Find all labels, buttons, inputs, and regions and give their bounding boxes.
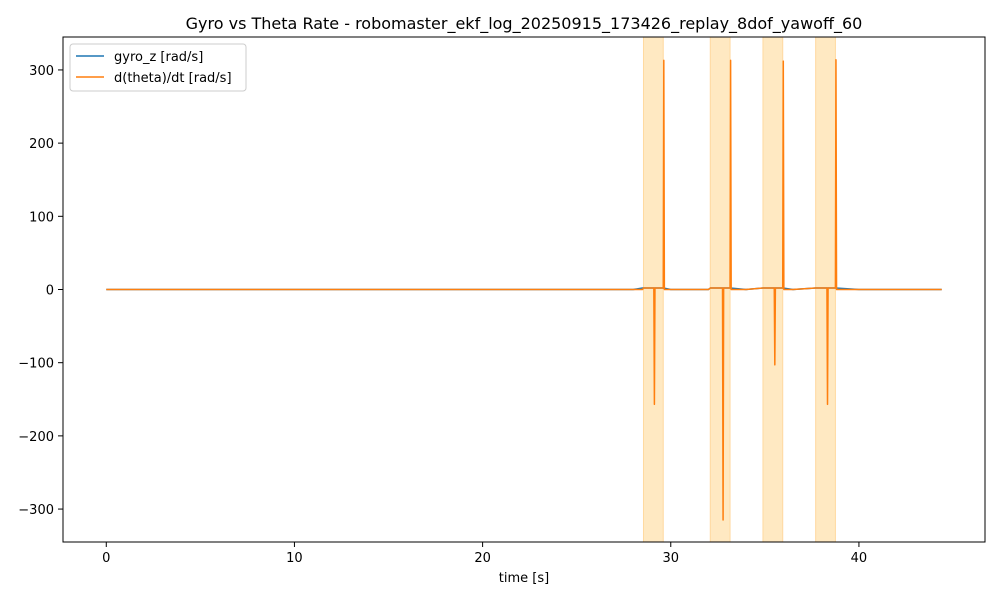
x-axis-ticks: 0 10 20 30 40 [102,542,867,566]
x-tick-label: 20 [474,551,491,566]
series-line-1 [106,58,942,521]
highlight-span-2 [762,37,784,542]
x-tick-label: 10 [286,551,303,566]
y-axis-ticks: −300 −200 −100 0 100 200 300 [18,64,63,518]
highlight-span-3 [815,37,836,542]
y-tick-label: −300 [18,503,54,518]
chart-title: Gyro vs Theta Rate - robomaster_ekf_log_… [186,14,863,34]
legend-box [69,43,247,92]
x-tick-label: 0 [102,551,110,566]
legend: gyro_z [rad/s] d(theta)/dt [rad/s] [69,43,247,92]
series-lines [106,58,942,521]
x-axis-label: time [s] [499,571,549,586]
highlight-span-1 [709,37,731,542]
y-tick-label: −200 [18,430,54,445]
y-tick-label: 300 [29,64,54,79]
x-tick-label: 40 [851,551,868,566]
x-tick-label: 30 [662,551,679,566]
legend-label-gyro-z: gyro_z [rad/s] [114,50,203,65]
y-tick-label: 0 [46,284,54,299]
y-tick-label: 100 [29,210,54,225]
legend-label-theta-rate: d(theta)/dt [rad/s] [114,71,232,86]
y-tick-label: 200 [29,137,54,152]
y-tick-label: −100 [18,357,54,372]
